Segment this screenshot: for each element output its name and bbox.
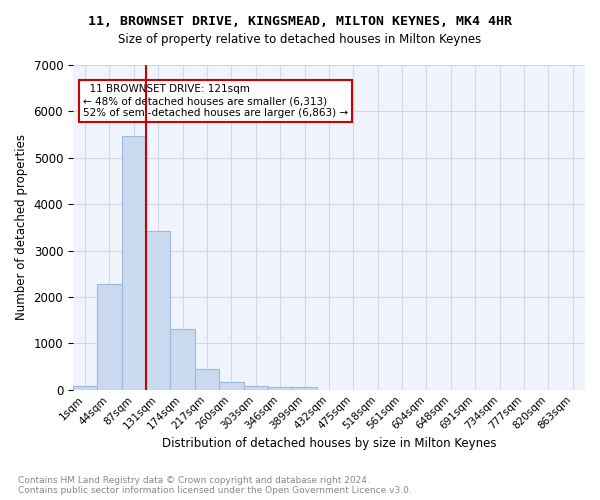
Bar bbox=[170, 330, 195, 390]
Text: Contains HM Land Registry data © Crown copyright and database right 2024.
Contai: Contains HM Land Registry data © Crown c… bbox=[18, 476, 412, 495]
Bar bbox=[97, 284, 122, 390]
Bar bbox=[73, 386, 97, 390]
Text: 11 BROWNSET DRIVE: 121sqm
← 48% of detached houses are smaller (6,313)
52% of se: 11 BROWNSET DRIVE: 121sqm ← 48% of detac… bbox=[83, 84, 348, 117]
Bar bbox=[292, 387, 317, 390]
Text: Size of property relative to detached houses in Milton Keynes: Size of property relative to detached ho… bbox=[118, 32, 482, 46]
Bar bbox=[146, 231, 170, 390]
Y-axis label: Number of detached properties: Number of detached properties bbox=[15, 134, 28, 320]
Bar bbox=[219, 382, 244, 390]
Bar bbox=[195, 369, 219, 390]
Bar bbox=[268, 387, 292, 390]
X-axis label: Distribution of detached houses by size in Milton Keynes: Distribution of detached houses by size … bbox=[162, 437, 496, 450]
Bar bbox=[122, 136, 146, 390]
Text: 11, BROWNSET DRIVE, KINGSMEAD, MILTON KEYNES, MK4 4HR: 11, BROWNSET DRIVE, KINGSMEAD, MILTON KE… bbox=[88, 15, 512, 28]
Bar bbox=[244, 386, 268, 390]
